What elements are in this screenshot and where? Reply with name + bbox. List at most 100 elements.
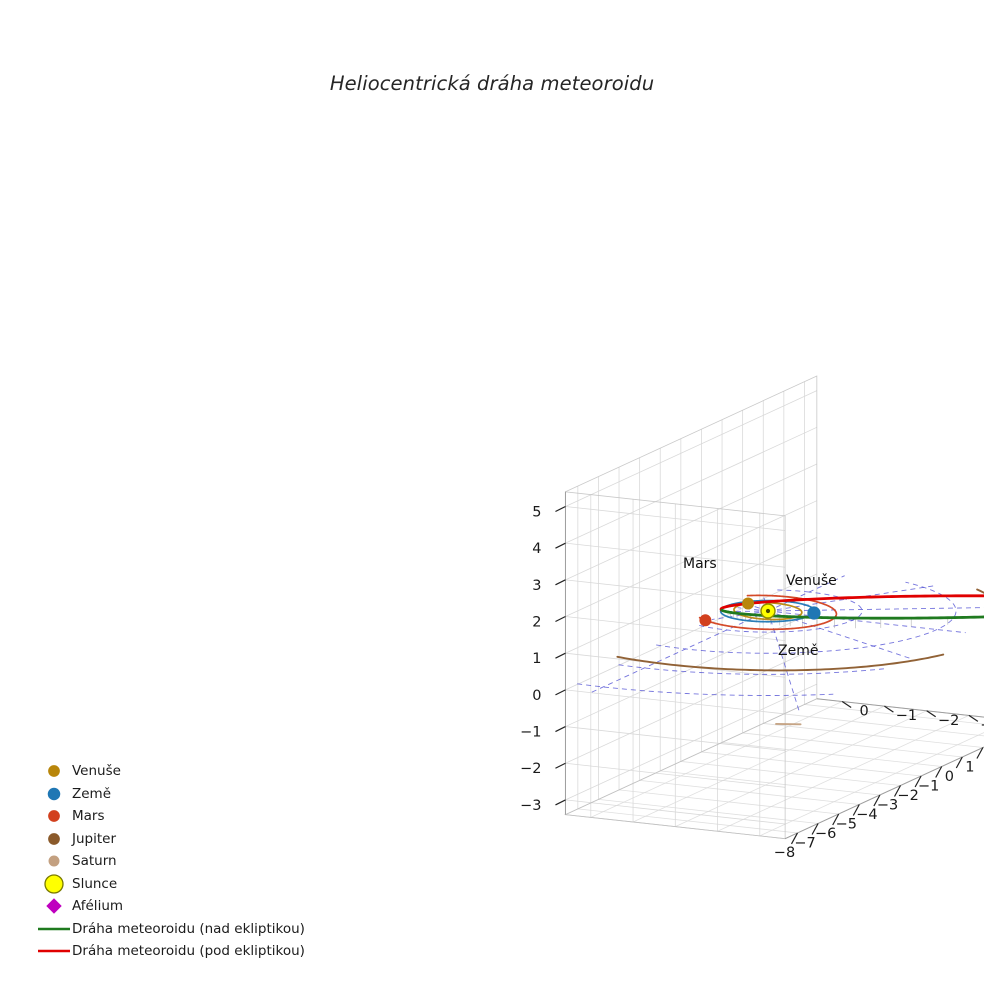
axis-tick-mark xyxy=(914,775,922,788)
pane-gridline xyxy=(565,610,817,727)
legend-sun-icon xyxy=(36,873,72,896)
legend-dot-icon xyxy=(36,760,72,783)
axis-tick-label: −4 xyxy=(856,807,877,823)
axis-tick-mark xyxy=(555,652,566,659)
axis-tick-label: −5 xyxy=(836,816,857,832)
legend-label: Venuše xyxy=(72,763,121,780)
pane-back-walls xyxy=(563,375,984,840)
axis-tick-label: 0 xyxy=(945,769,954,785)
axis-tick-label: 1 xyxy=(965,760,974,776)
axis-tick-label: 0 xyxy=(860,704,869,720)
axis-tick-label: −2 xyxy=(520,761,541,777)
orbit-path-mars xyxy=(698,597,838,631)
planet-markers[interactable] xyxy=(699,597,821,627)
pane-gridline xyxy=(675,710,927,827)
legend-line-swatch xyxy=(36,918,72,941)
meteoroid-path-above-ecliptic xyxy=(726,610,984,620)
axis-tick-mark xyxy=(884,705,894,713)
legend-label: Dráha meteoroidu (nad ekliptikou) xyxy=(72,920,305,937)
planet-marker-mars[interactable] xyxy=(699,614,712,627)
legend-label: Dráha meteoroidu (pod ekliptikou) xyxy=(72,943,305,960)
legend-item[interactable]: Země xyxy=(36,783,336,806)
polar-grid-circle xyxy=(656,581,957,654)
legend-item[interactable]: Mars xyxy=(36,805,336,828)
axis-tick-mark xyxy=(893,785,902,797)
axis-tick-label: 2 xyxy=(532,615,541,631)
legend-dot-icon xyxy=(36,828,72,851)
legend-label: Mars xyxy=(72,808,105,825)
mars-label: Mars xyxy=(683,556,717,572)
legend-item[interactable]: Slunce xyxy=(36,873,336,896)
axis-tick-label: −2 xyxy=(897,788,918,804)
axis-tick-mark xyxy=(955,756,963,769)
axis-tick-label: −1 xyxy=(918,779,939,795)
axis-tick-mark xyxy=(852,804,860,816)
meteoroid-orbit-path xyxy=(719,594,984,620)
axis-tick-mark xyxy=(873,794,881,807)
legend-item[interactable]: Venuše xyxy=(36,760,336,783)
legend-item[interactable]: Jupiter xyxy=(36,828,336,851)
legend-item[interactable]: Saturn xyxy=(36,850,336,873)
pane-gridline xyxy=(632,705,885,823)
axis-tick-mark xyxy=(968,714,979,722)
legend-label: Saturn xyxy=(72,853,117,870)
pane-gridline xyxy=(590,701,843,818)
legend-item[interactable]: Dráha meteoroidu (nad ekliptikou) xyxy=(36,918,336,941)
axis-tick-label: −6 xyxy=(815,826,836,842)
axis-tick-mark xyxy=(555,799,566,806)
axis-tick-label: 4 xyxy=(532,541,541,557)
pane-gridline xyxy=(759,732,984,837)
axis-tick-label: 3 xyxy=(532,578,541,594)
pane-gridline xyxy=(565,689,786,715)
polar-grid-spoke xyxy=(767,610,911,659)
legend-item[interactable]: Afélium xyxy=(36,895,336,918)
axis-tick-mark xyxy=(832,813,840,826)
polar-grid-spoke xyxy=(767,607,984,612)
polar-grid-circle xyxy=(776,589,810,593)
legend-item[interactable]: Dráha meteoroidu (pod ekliptikou) xyxy=(36,940,336,963)
pane-gridline xyxy=(565,463,817,581)
pane-gridline xyxy=(565,536,817,654)
legend-line-swatch xyxy=(36,940,72,963)
polar-grid-spoke xyxy=(589,610,769,694)
polar-grid-circle xyxy=(618,664,888,675)
legend-dot-icon xyxy=(36,783,72,806)
axis-tick-mark xyxy=(841,701,852,709)
pane-gridline xyxy=(565,390,817,507)
axis-tick-label: −8 xyxy=(774,845,795,861)
planet-annotations: Mars Venuše Země xyxy=(683,556,837,659)
axis-tick-mark xyxy=(555,579,566,586)
planet-marker-venue[interactable] xyxy=(742,597,755,610)
axis-tick-label: −3 xyxy=(877,798,898,814)
legend-label: Jupiter xyxy=(72,830,117,847)
axis-tick-label: 5 xyxy=(532,504,541,520)
axis-tick-mark xyxy=(555,726,566,733)
axis-tick-mark xyxy=(555,615,566,623)
polar-grid-circle xyxy=(699,591,863,633)
pane-gridline xyxy=(565,426,817,544)
pane-gridline xyxy=(717,715,970,832)
axis-tick-mark xyxy=(555,505,566,513)
legend-dot-icon xyxy=(36,850,72,873)
axis-tick-labels: −8−7−6−5−4−3−2−10123−4−3−2−10−3−2−101234… xyxy=(520,504,984,860)
meteoroid-path-above-ecliptic xyxy=(720,608,730,614)
polar-grid-circle xyxy=(577,683,834,696)
axis-tick-label: −7 xyxy=(794,835,815,851)
legend-dot-icon xyxy=(36,805,72,828)
legend-diamond-icon xyxy=(36,895,72,918)
axis-spines-and-ticks xyxy=(555,491,984,845)
earth-label: Země xyxy=(778,643,818,659)
axis-tick-label: −3 xyxy=(520,798,541,814)
polar-grid-spoke xyxy=(767,610,966,634)
axis-tick-mark xyxy=(555,762,566,769)
axis-tick-label: −3 xyxy=(980,717,984,733)
axis-tick-mark xyxy=(555,542,566,549)
pane-gridline xyxy=(565,506,786,531)
pane-gridline xyxy=(565,683,817,801)
pane-floor xyxy=(563,698,984,840)
orbit-path-jupiter xyxy=(616,653,945,672)
axis-tick-label: 0 xyxy=(532,688,541,704)
planet-marker-zem[interactable] xyxy=(807,606,821,620)
pane-gridline xyxy=(565,500,817,617)
